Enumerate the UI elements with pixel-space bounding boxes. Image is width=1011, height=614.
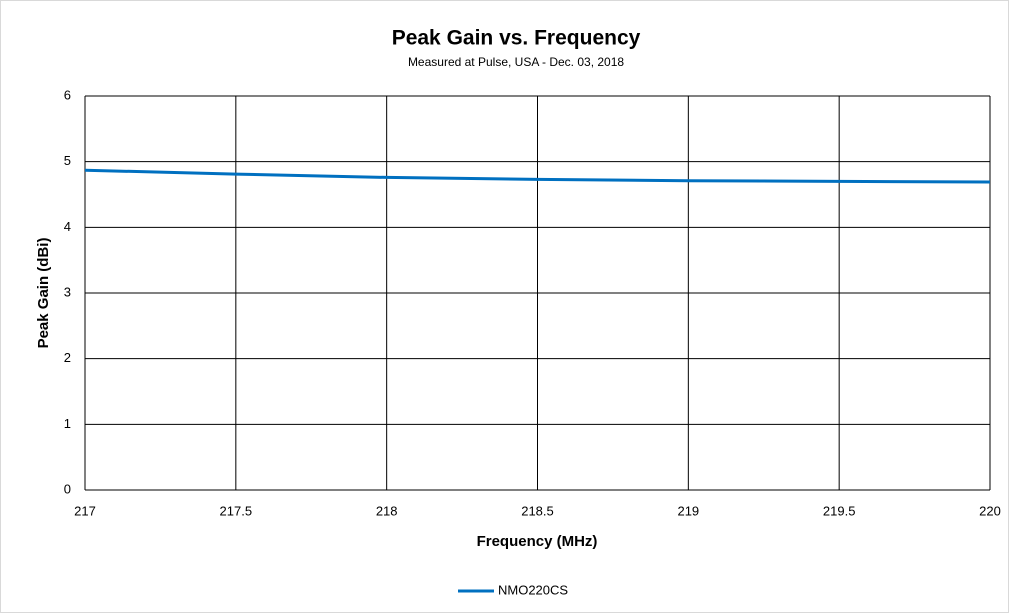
x-tick-label: 218 bbox=[376, 503, 398, 518]
chart-title: Peak Gain vs. Frequency bbox=[392, 27, 641, 50]
y-tick-label: 4 bbox=[64, 219, 71, 234]
y-tick-label: 0 bbox=[64, 481, 71, 496]
series-line bbox=[84, 168, 991, 184]
y-tick-label: 5 bbox=[64, 153, 71, 168]
y-tick-label: 2 bbox=[64, 350, 71, 365]
y-axis-label: Peak Gain (dBi) bbox=[35, 238, 52, 349]
x-tick-label: 220 bbox=[979, 503, 1001, 518]
x-tick-label: 217 bbox=[74, 503, 96, 518]
y-tick-label: 6 bbox=[64, 87, 71, 102]
chart-subtitle: Measured at Pulse, USA - Dec. 03, 2018 bbox=[408, 55, 624, 69]
x-tick-label: 219 bbox=[677, 503, 699, 518]
x-tick-label: 217.5 bbox=[220, 503, 253, 518]
x-tick-label: 219.5 bbox=[823, 503, 856, 518]
x-tick-label: 218.5 bbox=[521, 503, 554, 518]
x-axis-label: Frequency (MHz) bbox=[477, 533, 598, 550]
y-tick-label: 3 bbox=[64, 284, 71, 299]
y-tick-label: 1 bbox=[64, 416, 71, 431]
legend-label: NMO220CS bbox=[498, 582, 568, 597]
